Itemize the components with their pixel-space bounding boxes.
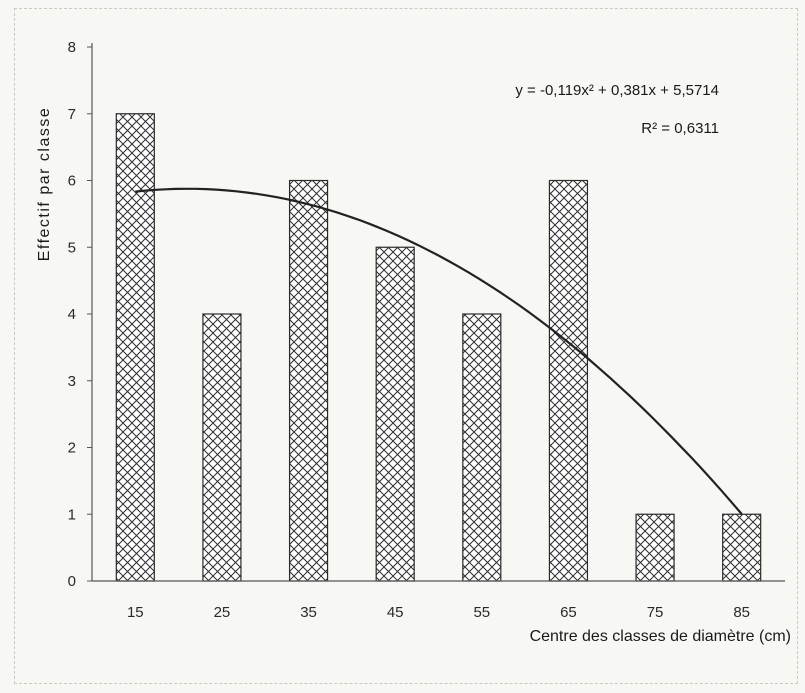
- x-tick-label: 35: [300, 604, 317, 621]
- bar-65: [548, 179, 589, 582]
- x-tick-label: 75: [647, 604, 664, 621]
- bar-25: [202, 313, 242, 582]
- x-tick-label: 45: [387, 604, 404, 621]
- bar-55: [462, 313, 502, 582]
- bar-35: [288, 179, 329, 582]
- y-tick-label: 2: [68, 440, 76, 457]
- bar-75: [635, 513, 675, 582]
- y-tick-label: 5: [68, 239, 76, 256]
- y-tick-label: 4: [68, 306, 76, 323]
- bar-85: [722, 513, 762, 582]
- x-tick-label: 65: [560, 604, 577, 621]
- y-axis-label: Effectif par classe: [36, 107, 53, 261]
- y-tick-label: 0: [68, 573, 76, 590]
- y-tick-label: 6: [68, 173, 76, 190]
- trendline-r2: R² = 0,6311: [641, 120, 719, 137]
- x-tick-label: 55: [473, 604, 490, 621]
- bar-15: [115, 113, 155, 582]
- y-tick-label: 8: [68, 39, 76, 56]
- y-tick-label: 1: [68, 506, 76, 523]
- x-tick-labels: 15 25 35 45 55 65 75 85: [127, 604, 750, 621]
- x-tick-label: 85: [733, 604, 750, 621]
- x-tick-label: 25: [214, 604, 231, 621]
- x-tick-label: 15: [127, 604, 144, 621]
- y-tick-labels: 0 1 2 3 4 5 6 7 8: [68, 39, 92, 590]
- trendline-equation: y = -0,119x² + 0,381x + 5,5714: [515, 82, 719, 99]
- x-axis-label: Centre des classes de diamètre (cm): [530, 628, 791, 645]
- trendline-curve: [135, 187, 743, 515]
- y-tick-label: 3: [68, 373, 76, 390]
- bars: [115, 113, 762, 582]
- y-tick-label: 7: [68, 106, 76, 123]
- bar-45: [375, 246, 415, 582]
